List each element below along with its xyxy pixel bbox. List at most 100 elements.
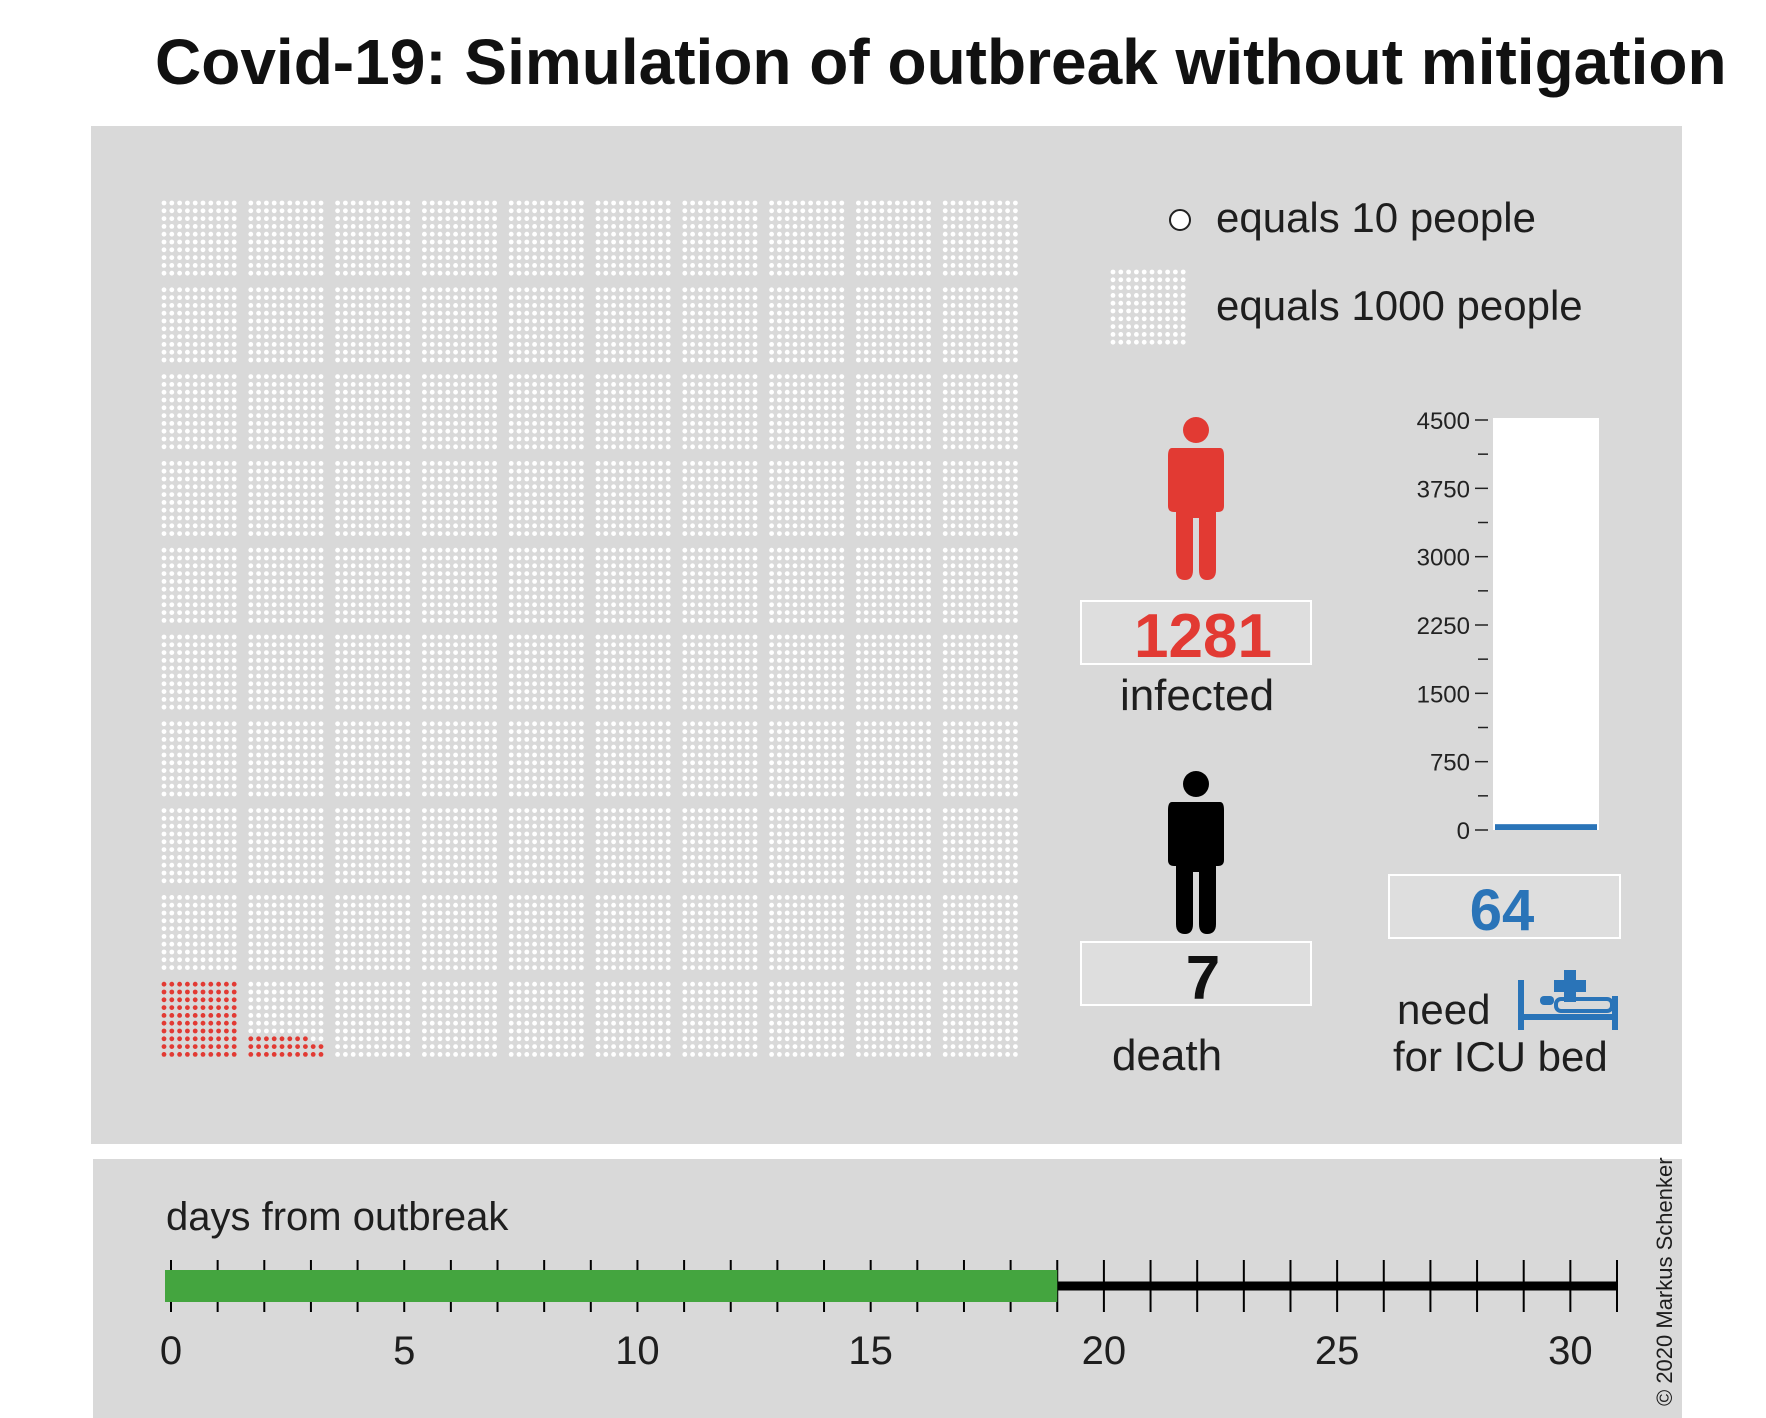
person-dot	[271, 303, 277, 308]
person-dot	[690, 382, 695, 387]
person-dot	[856, 326, 861, 332]
person-dot	[926, 428, 931, 434]
person-dot	[295, 436, 300, 442]
person-dot	[350, 200, 356, 206]
person-dot	[350, 618, 356, 623]
person-dot	[540, 342, 545, 347]
person-dot	[895, 515, 900, 521]
person-dot	[169, 500, 175, 505]
person-dot	[658, 563, 663, 569]
person-dot	[303, 586, 308, 592]
person-dot	[429, 342, 435, 347]
person-dot	[287, 468, 293, 474]
person-dot	[744, 515, 750, 521]
person-dot	[161, 349, 167, 355]
person-dot	[966, 397, 971, 403]
person-dot	[374, 515, 379, 521]
person-dot	[737, 263, 742, 268]
person-dot	[871, 334, 877, 339]
person-dot	[682, 555, 688, 561]
person-dot	[823, 547, 829, 553]
person-dot	[358, 476, 364, 482]
person-dot	[555, 247, 561, 253]
person-dot	[248, 413, 254, 418]
person-dot	[705, 349, 711, 355]
person-dot	[910, 571, 916, 576]
person-dot	[476, 216, 482, 222]
person-dot	[492, 436, 497, 442]
person-dot	[397, 484, 403, 490]
person-dot	[350, 444, 356, 450]
person-dot	[264, 602, 269, 608]
person-dot	[231, 579, 237, 584]
person-dot	[634, 428, 640, 434]
person-dot	[642, 224, 648, 229]
person-dot	[422, 500, 427, 505]
person-dot	[524, 461, 530, 466]
person-dot	[705, 515, 711, 521]
person-dot	[492, 507, 497, 513]
person-dot	[461, 563, 466, 569]
person-dot	[279, 421, 285, 426]
person-dot	[777, 216, 782, 222]
person-dot	[713, 586, 719, 592]
person-dot	[619, 547, 624, 553]
person-dot	[721, 594, 727, 600]
person-dot	[926, 310, 931, 316]
person-dot	[974, 239, 979, 245]
person-dot	[271, 216, 277, 222]
person-dot	[248, 444, 254, 450]
person-dot	[358, 555, 364, 561]
person-dot	[784, 216, 790, 222]
person-dot	[303, 523, 308, 529]
person-dot	[690, 255, 695, 260]
person-dot	[256, 436, 261, 442]
person-dot	[429, 224, 435, 229]
person-dot	[461, 357, 466, 363]
person-dot	[1005, 461, 1010, 466]
person-dot	[863, 523, 869, 529]
person-dot	[887, 492, 892, 497]
person-dot	[579, 618, 584, 623]
person-dot	[169, 405, 175, 411]
person-dot	[579, 555, 584, 561]
person-dot	[366, 444, 372, 450]
person-dot	[185, 579, 190, 584]
person-dot	[216, 389, 222, 395]
person-dot	[161, 389, 167, 395]
person-dot	[547, 444, 553, 450]
person-dot	[974, 342, 979, 347]
person-dot	[808, 461, 813, 466]
person-dot	[264, 579, 269, 584]
person-dot	[887, 547, 892, 553]
person-dot	[200, 507, 206, 513]
person-dot	[721, 571, 727, 576]
person-dot	[863, 555, 869, 561]
person-dot	[532, 531, 537, 536]
person-dot	[571, 310, 576, 316]
person-dot	[547, 318, 553, 324]
person-dot	[256, 224, 261, 229]
person-dot	[350, 263, 356, 268]
person-dot	[611, 571, 616, 576]
person-dot	[508, 318, 514, 324]
person-dot	[579, 515, 584, 521]
person-dot	[224, 618, 229, 623]
person-dot	[942, 310, 948, 316]
person-dot	[445, 334, 451, 339]
person-dot	[792, 318, 798, 324]
person-dot	[918, 421, 924, 426]
person-dot	[563, 255, 569, 260]
person-dot	[918, 413, 924, 418]
person-dot	[540, 586, 545, 592]
person-dot	[461, 263, 466, 268]
person-dot	[224, 610, 229, 615]
person-dot	[642, 461, 648, 466]
person-dot	[303, 492, 308, 497]
person-dot	[508, 374, 514, 379]
person-dot	[611, 555, 616, 561]
person-dot	[1005, 571, 1010, 576]
person-dot	[950, 247, 956, 253]
person-dot	[808, 507, 813, 513]
person-dot	[366, 239, 372, 245]
